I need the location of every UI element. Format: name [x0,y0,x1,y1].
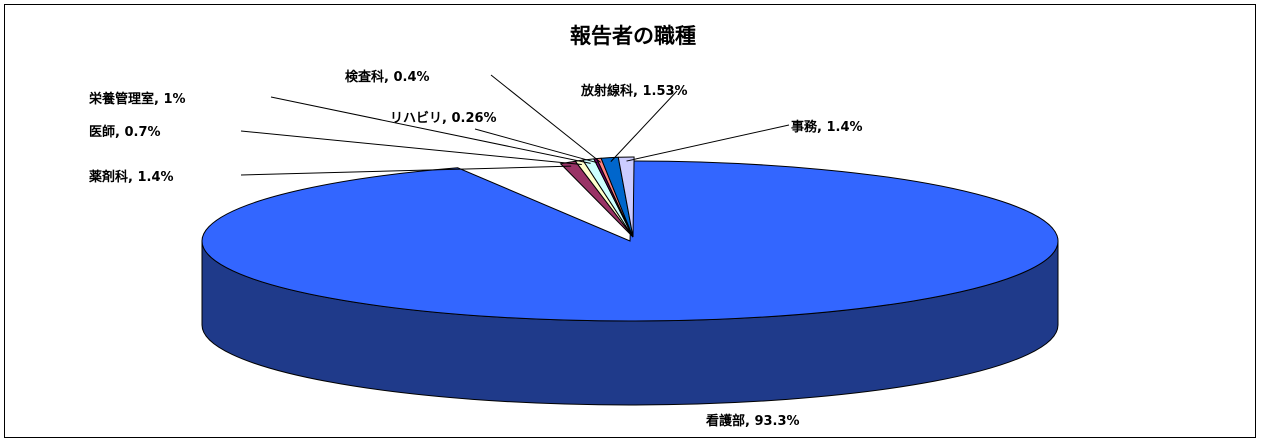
data-label-放射線科: 放射線科, 1.53% [580,83,688,99]
pie-chart: 報告者の職種 看護部, 93.3% 薬剤科, 1.4% 医師, 0.7% 栄養管理室,… [88,24,1059,429]
data-label-検査科: 検査科, 0.4% [345,69,430,85]
data-label-栄養管理室: 栄養管理室, 1% [88,91,186,107]
slice-事務 [617,156,635,238]
data-label-薬剤科: 薬剤科, 1.4% [88,169,174,185]
leader-line-栄養管理室 [270,96,591,164]
leader-line-検査科 [490,74,601,163]
leader-line-リハビリ [474,128,598,164]
leader-line-放射線科 [610,90,678,162]
leader-line-薬剤科 [240,165,572,176]
data-label-医師: 医師, 0.7% [89,124,161,140]
chart-title: 報告者の職種 [570,24,696,48]
leader-line-医師 [240,130,582,165]
data-label-リハビリ: リハビリ, 0.26% [390,110,497,126]
slice-看護部 [201,160,1059,322]
chart-area: 報告者の職種 看護部, 93.3% 薬剤科, 1.4% 医師, 0.7% 栄養管理室,… [4,4,1256,438]
data-label-看護部: 看護部, 93.3% [706,413,800,429]
leader-line-事務 [626,124,790,162]
data-label-事務: 事務, 1.4% [791,119,863,135]
